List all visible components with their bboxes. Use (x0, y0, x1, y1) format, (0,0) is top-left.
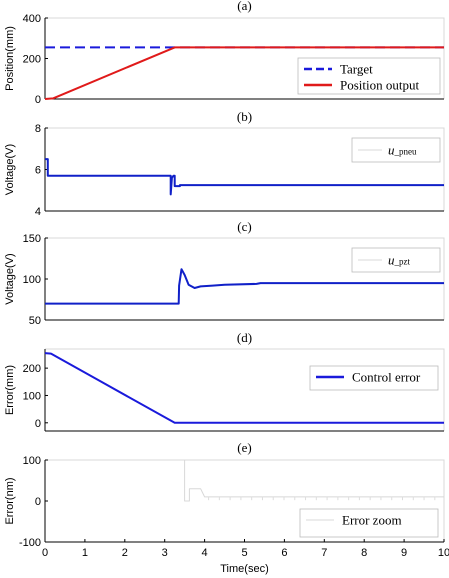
x-tick-label: 2 (122, 547, 128, 559)
series-line-d (44, 352, 444, 424)
series-line-a (44, 46, 444, 100)
panel-b: (b) 4 6 8 Voltage(V) u_pneu (4, 109, 445, 218)
y-tick-label: 4 (35, 206, 41, 218)
legend-label-subscript: _pzt (394, 257, 411, 267)
x-tick-label: 4 (202, 547, 208, 559)
x-tick-label: 10 (438, 547, 449, 559)
y-tick-label: 400 (23, 13, 41, 25)
legend-label: Position output (340, 78, 419, 93)
panel-title: (a) (237, 0, 251, 13)
series-line-e (184, 460, 444, 502)
panel-title: (b) (237, 109, 252, 124)
plot-frame (45, 459, 445, 542)
x-tick-label: 0 (42, 547, 48, 559)
legend-box (299, 508, 439, 538)
x-tick-label: 5 (241, 547, 247, 559)
panel-d: (d) 0 100 200 Error(mm) Control error (4, 330, 445, 432)
y-tick-label: 50 (29, 315, 41, 327)
legend-label: u_pneu (388, 143, 417, 158)
x-tick-label: 6 (281, 547, 287, 559)
legend-label: Error zoom (342, 513, 402, 528)
y-tick-label: 100 (23, 274, 41, 286)
y-axis-label: Voltage(V) (4, 253, 16, 304)
x-tick-label: 8 (361, 547, 367, 559)
plot-frame (45, 237, 445, 320)
plot-frame (45, 17, 445, 99)
y-tick-label: 100 (23, 455, 41, 467)
y-tick-label: 6 (35, 165, 41, 177)
y-tick-label: 100 (23, 390, 41, 402)
legend-d: Control error (309, 365, 439, 391)
series-line-b (45, 158, 444, 196)
y-tick-label: 0 (35, 94, 41, 106)
y-tick-label: 8 (35, 123, 41, 135)
legend-c: u_pzt (351, 247, 441, 273)
series-line-c (45, 268, 444, 305)
x-tick-label: 3 (162, 547, 168, 559)
panel-title: (e) (237, 440, 251, 455)
x-axis-label: Time(sec) (220, 563, 268, 575)
y-tick-label: 0 (35, 418, 41, 430)
x-tick-label: 9 (401, 547, 407, 559)
panel-c: (c) 50 100 150 Voltage(V) u_pzt (4, 219, 445, 327)
legend-label-subscript: _pneu (394, 147, 417, 157)
plot-frame (45, 127, 445, 211)
y-axis-label: Position(mm) (4, 26, 16, 91)
y-tick-label: 150 (23, 233, 41, 245)
x-tick-label: 7 (321, 547, 327, 559)
y-tick-label: -100 (19, 537, 41, 549)
legend-label: Control error (352, 370, 421, 385)
legend-e: Error zoom (299, 508, 439, 538)
y-axis-label: Error(nm) (4, 477, 16, 524)
y-tick-label: 0 (35, 496, 41, 508)
panel-title: (c) (237, 219, 251, 234)
legend-b: u_pneu (351, 137, 441, 163)
y-axis-label: Error(mm) (4, 365, 16, 415)
legend-label: u_pzt (388, 253, 410, 268)
legend-label: Target (340, 62, 373, 77)
plot-frame (45, 348, 445, 431)
panel-title: (d) (237, 330, 252, 345)
y-tick-label: 200 (23, 363, 41, 375)
y-axis-label: Voltage(V) (4, 144, 16, 195)
legend-box (297, 57, 441, 95)
y-tick-label: 200 (23, 54, 41, 66)
x-tick-label: 1 (82, 547, 88, 559)
